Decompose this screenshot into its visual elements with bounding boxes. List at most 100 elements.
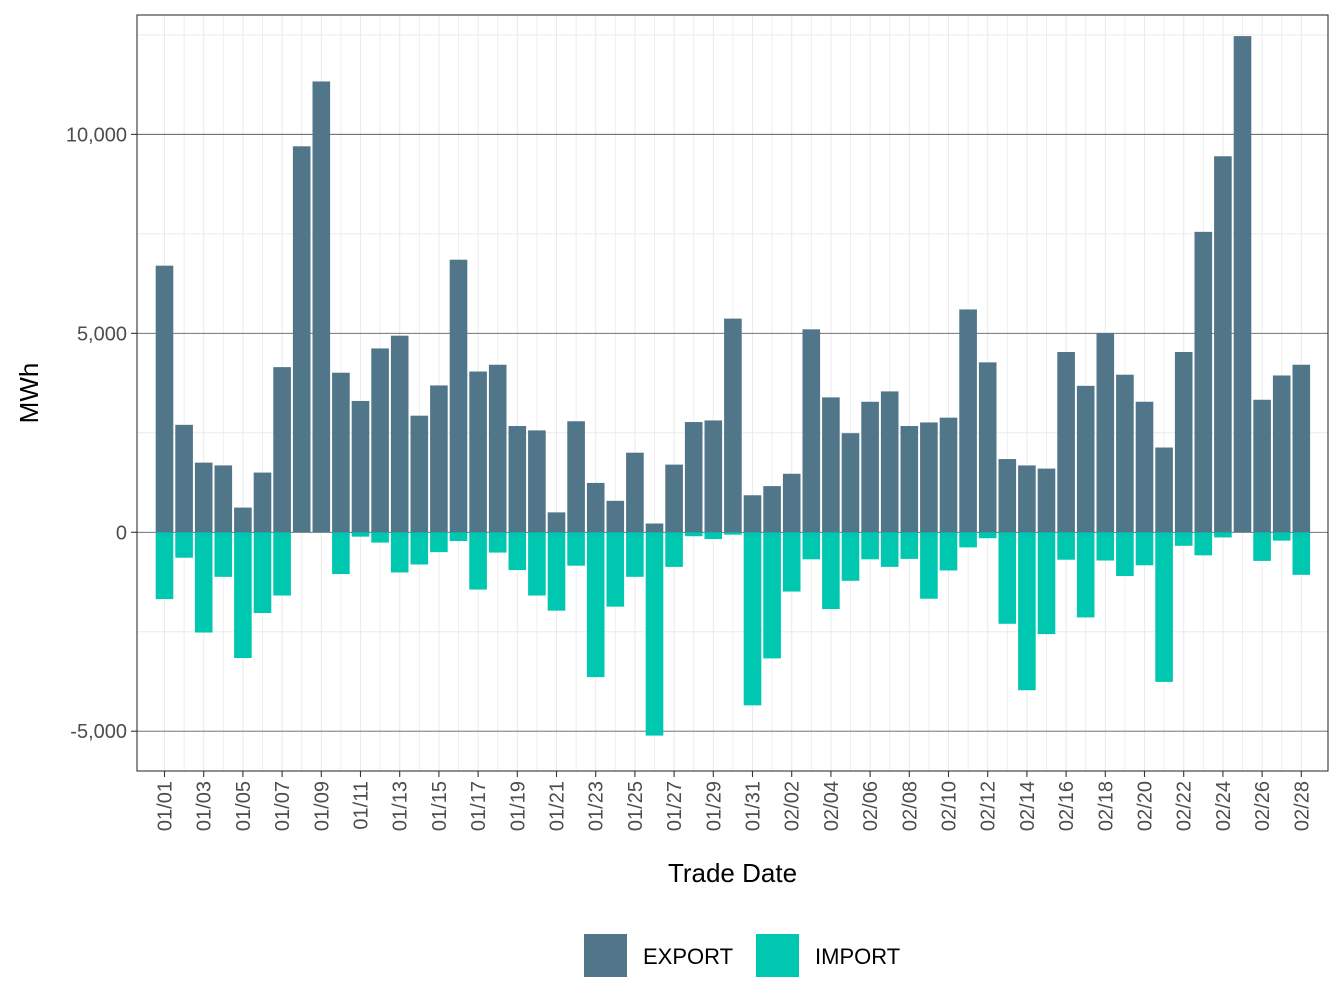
bar-import-02-06 — [861, 532, 879, 560]
bar-import-02-17 — [1076, 532, 1095, 618]
legend-swatch-export — [584, 934, 627, 977]
bar-import-01-07 — [273, 532, 291, 596]
x-tick-label: 01/11 — [351, 781, 373, 830]
bar-import-01-04 — [214, 532, 233, 577]
x-tick-label: 02/18 — [1095, 781, 1117, 831]
panel-border — [136, 14, 1329, 772]
legend-label-import: IMPORT — [815, 944, 900, 969]
bar-export-01-26 — [645, 523, 664, 533]
bar-import-01-17 — [469, 532, 487, 590]
bar-export-02-08 — [900, 426, 919, 533]
bar-import-02-24 — [1214, 532, 1232, 538]
bar-export-01-10 — [332, 372, 350, 533]
bar-export-02-19 — [1116, 374, 1134, 533]
bar-export-01-23 — [586, 482, 605, 533]
x-tick-label: 01/01 — [155, 781, 177, 831]
bar-import-01-16 — [449, 532, 468, 542]
bar-import-02-26 — [1253, 532, 1271, 561]
bar-export-02-10 — [939, 417, 958, 533]
bar-export-01-21 — [547, 512, 566, 533]
x-tick-label: 02/06 — [860, 781, 882, 831]
x-tick-label: 01/21 — [547, 781, 569, 831]
bar-import-02-22 — [1174, 532, 1193, 546]
bar-import-01-20 — [528, 532, 546, 596]
bar-export-02-22 — [1174, 352, 1193, 533]
bar-export-02-23 — [1194, 231, 1213, 533]
bar-export-01-12 — [371, 348, 389, 533]
x-tick-label: 01/31 — [743, 781, 765, 831]
bar-export-01-22 — [567, 421, 585, 533]
x-tick-label: 02/10 — [939, 781, 961, 831]
x-tick-label: 01/29 — [703, 781, 725, 831]
bar-export-01-11 — [351, 400, 370, 533]
bar-export-01-31 — [743, 495, 762, 533]
bar-export-01-04 — [214, 465, 233, 533]
legend-label-export: EXPORT — [643, 944, 733, 969]
bar-import-01-25 — [626, 532, 644, 577]
bar-export-01-27 — [665, 464, 683, 533]
bar-export-02-24 — [1214, 156, 1232, 533]
x-tick-label: 02/04 — [821, 781, 843, 831]
bar-export-02-28 — [1292, 364, 1311, 533]
bar-export-02-18 — [1096, 332, 1115, 533]
bar-import-01-10 — [332, 532, 350, 575]
bar-export-02-03 — [802, 329, 821, 533]
bar-import-02-05 — [841, 532, 860, 581]
legend-swatch-import — [756, 934, 799, 977]
bar-export-02-11 — [959, 309, 977, 533]
y-axis-title: MWh — [14, 363, 44, 424]
bar-export-01-24 — [606, 500, 625, 533]
bar-export-02-15 — [1037, 468, 1056, 533]
bar-import-01-05 — [234, 532, 252, 658]
bar-export-02-12 — [978, 362, 997, 533]
bar-import-01-18 — [488, 532, 507, 553]
bar-export-02-14 — [1018, 465, 1036, 533]
bar-export-01-20 — [528, 430, 546, 533]
bar-import-02-21 — [1155, 532, 1173, 682]
x-tick-label: 02/14 — [1017, 781, 1039, 831]
bar-import-01-24 — [606, 532, 625, 607]
bar-export-02-09 — [920, 422, 938, 533]
bar-export-02-02 — [782, 473, 801, 533]
bar-import-01-28 — [684, 532, 703, 537]
y-tick-label: 0 — [116, 522, 127, 544]
bar-import-01-12 — [371, 532, 389, 543]
bar-import-01-26 — [645, 532, 664, 736]
bar-export-01-28 — [684, 422, 703, 533]
y-tick-label: 5,000 — [77, 323, 127, 345]
x-tick-label: 02/28 — [1291, 781, 1313, 831]
bar-import-02-09 — [920, 532, 938, 599]
x-tick-label: 02/16 — [1056, 781, 1078, 831]
bar-export-01-01 — [155, 265, 174, 533]
bar-import-01-31 — [743, 532, 762, 706]
bar-export-01-16 — [449, 259, 468, 533]
x-tick-label: 02/08 — [899, 781, 921, 831]
bar-import-02-20 — [1135, 532, 1154, 566]
bar-import-02-13 — [998, 532, 1017, 624]
x-tick-label: 01/09 — [311, 781, 333, 831]
bar-export-01-13 — [390, 335, 409, 533]
bar-import-02-01 — [763, 532, 781, 659]
bar-import-01-01 — [155, 532, 174, 600]
bar-export-02-06 — [861, 401, 879, 533]
bar-import-02-02 — [782, 532, 801, 592]
x-tick-label: 01/27 — [664, 781, 686, 831]
bar-export-02-25 — [1233, 36, 1252, 533]
x-tick-label: 02/22 — [1174, 781, 1196, 831]
bar-import-02-27 — [1272, 532, 1291, 541]
bar-import-01-15 — [430, 532, 448, 553]
bar-export-01-30 — [724, 318, 742, 533]
bar-import-02-08 — [900, 532, 919, 559]
x-tick-label: 01/17 — [468, 781, 490, 831]
bar-export-01-19 — [508, 426, 527, 533]
x-tick-label: 01/25 — [625, 781, 647, 831]
x-tick-label: 01/07 — [272, 781, 294, 831]
bars — [155, 36, 1311, 736]
bar-import-01-29 — [704, 532, 723, 540]
x-tick-label: 01/03 — [194, 781, 216, 831]
bar-export-01-03 — [194, 462, 213, 533]
bar-import-02-16 — [1057, 532, 1075, 560]
bar-export-01-15 — [430, 385, 448, 533]
